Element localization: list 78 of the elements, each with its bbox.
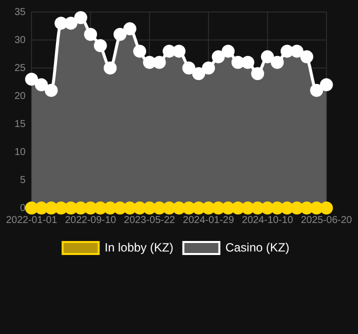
point xyxy=(114,202,127,214)
y-tick-label: 10 xyxy=(14,146,26,158)
y-tick-label: 0 xyxy=(20,202,26,214)
point xyxy=(44,84,58,97)
point xyxy=(192,202,206,214)
point xyxy=(231,56,244,69)
y-tick-label: 15 xyxy=(14,118,26,130)
point xyxy=(172,44,186,58)
point xyxy=(182,202,196,214)
point xyxy=(212,50,225,64)
point xyxy=(172,202,186,214)
point xyxy=(310,84,324,97)
point xyxy=(104,62,117,74)
point xyxy=(114,28,127,41)
point xyxy=(64,16,78,30)
x-tick-label: 2024-10-10 xyxy=(242,214,294,226)
point xyxy=(222,44,235,58)
point xyxy=(94,39,107,52)
point xyxy=(74,11,88,24)
point xyxy=(260,50,274,64)
point xyxy=(290,202,304,214)
y-tick-label: 30 xyxy=(14,34,26,46)
point xyxy=(25,202,38,214)
point xyxy=(280,202,294,214)
point xyxy=(290,44,304,58)
x-tick-label: 2024-01-29 xyxy=(182,214,234,226)
point xyxy=(202,202,215,214)
point xyxy=(251,202,264,214)
legend-label: In lobby (KZ) xyxy=(104,240,174,254)
point xyxy=(143,202,156,214)
point xyxy=(133,202,146,214)
legend-label: Casino (KZ) xyxy=(225,240,290,254)
point xyxy=(44,202,58,214)
point xyxy=(241,56,254,69)
point xyxy=(182,62,196,74)
point xyxy=(300,202,314,214)
y-tick-label: 35 xyxy=(14,6,26,18)
point xyxy=(162,202,176,214)
point xyxy=(64,202,78,214)
y-tick-label: 25 xyxy=(14,62,26,74)
x-tick-label: 2025-06-20 xyxy=(300,214,352,226)
point xyxy=(25,72,38,86)
point xyxy=(260,202,274,214)
point xyxy=(320,78,333,92)
point xyxy=(192,67,206,80)
point xyxy=(84,28,98,41)
point xyxy=(84,202,98,214)
point xyxy=(123,202,136,214)
point xyxy=(320,202,333,214)
x-tick-label: 2022-01-01 xyxy=(6,214,58,226)
point xyxy=(270,56,284,69)
x-tick-label: 2022-09-10 xyxy=(64,214,117,226)
point xyxy=(54,16,68,30)
point xyxy=(74,202,88,214)
point xyxy=(152,202,166,214)
point xyxy=(143,56,156,69)
point xyxy=(222,202,235,214)
point xyxy=(104,202,117,214)
x-tick-label: 2023-05-22 xyxy=(124,214,176,226)
point xyxy=(231,202,244,214)
point xyxy=(270,202,284,214)
point xyxy=(241,202,254,214)
point xyxy=(251,67,264,80)
point xyxy=(310,202,324,214)
point xyxy=(123,22,136,36)
point xyxy=(162,44,176,58)
point xyxy=(94,202,107,214)
point xyxy=(152,56,166,69)
point xyxy=(212,202,225,214)
point xyxy=(202,62,215,74)
y-tick-label: 5 xyxy=(20,174,26,186)
y-tick-label: 20 xyxy=(14,90,26,102)
point xyxy=(280,44,294,58)
point xyxy=(300,50,314,64)
point xyxy=(54,202,68,214)
point xyxy=(34,78,48,92)
point xyxy=(34,202,48,214)
point xyxy=(133,44,146,58)
